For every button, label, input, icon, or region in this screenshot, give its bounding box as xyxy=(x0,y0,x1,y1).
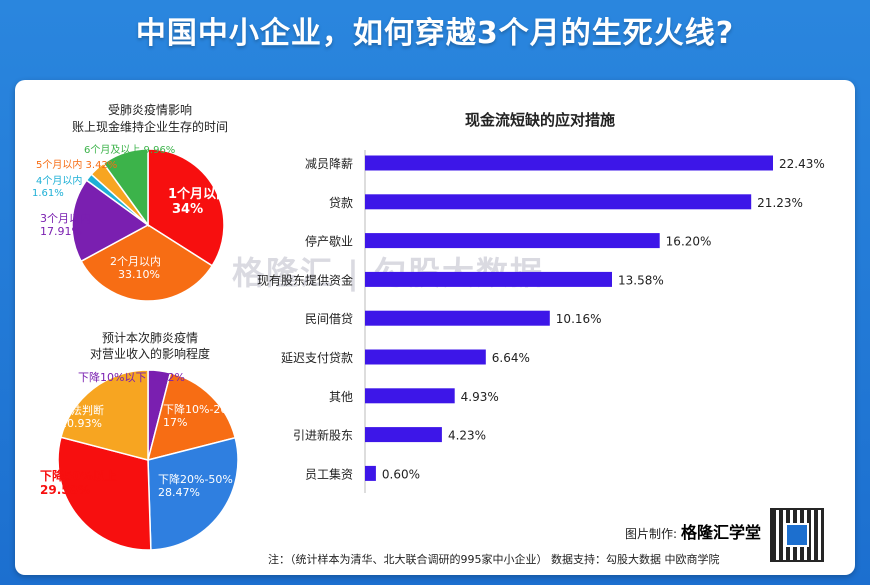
bar-value-label: 16.20% xyxy=(666,235,712,249)
pie2-slice-label: 无法判断 xyxy=(60,403,104,417)
pie1-title: 受肺炎疫情影响 xyxy=(108,102,192,117)
pie2-slice-label: 下降50%以上 xyxy=(40,468,117,483)
bar xyxy=(365,427,442,443)
bar xyxy=(365,233,660,249)
maker-brand: 格隆汇学堂 xyxy=(681,523,762,542)
pie2-slice-value: 28.47% xyxy=(158,486,200,499)
pie1-slice-value: 33.10% xyxy=(118,268,160,281)
bar-category-label: 民间借贷 xyxy=(305,312,353,326)
bar-category-label: 停产歇业 xyxy=(305,234,353,249)
bar-category-label: 贷款 xyxy=(329,196,353,210)
bar-value-label: 4.23% xyxy=(448,429,486,443)
bar-category-label: 引进新股东 xyxy=(293,428,353,443)
pie1-slice-value: 17.91% xyxy=(40,225,82,238)
pie1-slice-label: 6个月及以上 9.96% xyxy=(84,144,175,156)
pie1-slice xyxy=(71,179,150,263)
pie2-slice-label: 下降10%以下 4.02% xyxy=(78,370,185,384)
pie2-slice-value: 17% xyxy=(163,416,187,429)
pie2-slice xyxy=(60,369,149,461)
bar-category-label: 延迟支付贷款 xyxy=(281,351,353,365)
bar xyxy=(365,388,455,404)
bar xyxy=(365,465,376,481)
bar-title: 现金流短缺的应对措施 xyxy=(465,111,615,129)
pie2-slice xyxy=(57,436,152,551)
pie2-slice-value: 20.93% xyxy=(60,417,102,430)
pie2-title: 对营业收入的影响程度 xyxy=(90,346,210,361)
bar xyxy=(365,271,612,287)
bar-value-label: 22.43% xyxy=(779,157,825,171)
pie2-slice-label: 下降20%-50% xyxy=(158,472,233,486)
pie2-slice xyxy=(146,371,237,462)
bar-value-label: 13.58% xyxy=(618,273,664,287)
bar-category-label: 员工集资 xyxy=(305,466,353,481)
pie1-title: 账上现金维持企业生存的时间 xyxy=(72,119,228,134)
bar-value-label: 4.93% xyxy=(461,390,499,404)
pie1-slice-value: 1.61% xyxy=(32,188,64,199)
pie2-title: 预计本次肺炎疫情 xyxy=(102,330,198,345)
bar-value-label: 21.23% xyxy=(757,196,803,210)
page-title: 中国中小企业，如何穿越3个月的生死火线? xyxy=(135,16,735,51)
bar-value-label: 10.16% xyxy=(556,312,602,326)
pie1-slice-value: 34% xyxy=(172,202,203,217)
maker-label: 图片制作: xyxy=(625,527,678,541)
pie1-slice-label: 1个月以内 xyxy=(168,186,229,202)
pie1-slice-label: 2个月以内 xyxy=(110,254,161,268)
bar-value-label: 6.64% xyxy=(492,351,530,365)
pie2-slice-value: 29.58% xyxy=(40,483,90,497)
pie2-slice-label: 下降10%-20% xyxy=(163,402,238,416)
qr-logo-icon xyxy=(785,523,809,547)
footer-note: 注：（统计样本为清华、北大联合调研的995家中小企业） 数据支持：勾股大数据 中… xyxy=(268,553,720,566)
pie1-slice-label: 4个月以内 xyxy=(36,174,82,187)
maker-credit: 图片制作: 格隆汇学堂 xyxy=(625,519,761,543)
bar xyxy=(365,310,550,326)
bar-category-label: 其他 xyxy=(329,390,353,404)
bar-category-label: 减员降薪 xyxy=(305,157,353,171)
bar xyxy=(365,155,773,171)
pie1-slice xyxy=(102,148,149,228)
pie1-slice-label: 3个月以内 xyxy=(40,211,91,225)
pie2-slice xyxy=(147,436,239,551)
bar xyxy=(365,349,486,365)
bar xyxy=(365,194,752,210)
pie1-slice-label: 5个月以内 3.42% xyxy=(36,158,117,171)
bar-category-label: 现有股东提供资金 xyxy=(257,272,353,287)
bar-value-label: 0.60% xyxy=(382,467,420,481)
